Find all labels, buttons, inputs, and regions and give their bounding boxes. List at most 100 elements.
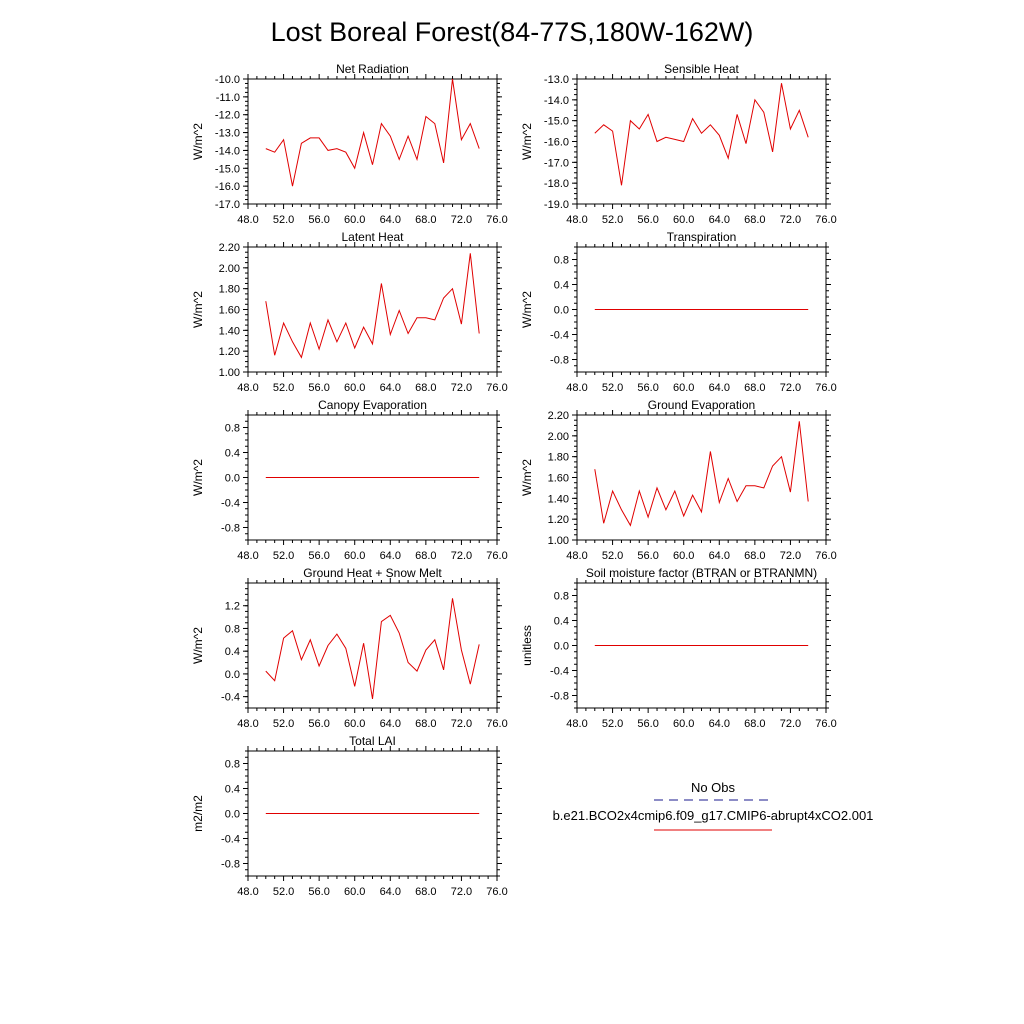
y-tick-label: 2.20 [219, 242, 240, 254]
x-tick-label: 48.0 [566, 214, 587, 226]
y-tick-label: -0.8 [221, 859, 240, 871]
panel-3: Latent Heat W/m^2 48.0 52.0 56.0 60.0 64.0 68.0… [191, 230, 508, 394]
y-tick-label: -0.4 [550, 330, 569, 342]
y-tick-label: -19.0 [544, 199, 569, 211]
panel-9: Total LAI m2/m2 48.0 52.0 56.0 60.0 64.0 68.0 72… [191, 734, 508, 898]
panel-title: Sensible Heat [664, 62, 739, 76]
x-tick-label: 48.0 [237, 886, 258, 898]
y-tick-label: -15.0 [544, 116, 569, 128]
y-axis-label: W/m^2 [191, 459, 205, 496]
x-tick-label: 76.0 [815, 550, 836, 562]
y-tick-label: -15.0 [215, 163, 240, 175]
x-tick-label: 60.0 [673, 214, 694, 226]
y-tick-label: 1.00 [219, 367, 240, 379]
y-tick-label: 0.4 [225, 784, 240, 796]
y-tick-label: 2.00 [548, 431, 569, 443]
y-tick-label: 0.8 [554, 591, 569, 603]
x-tick-label: 68.0 [415, 886, 436, 898]
x-tick-label: 64.0 [709, 550, 730, 562]
series-line [265, 78, 480, 187]
y-tick-label: -13.0 [544, 74, 569, 86]
legend-model-label: b.e21.BCO2x4cmip6.f09_g17.CMIP6-abrupt4x… [553, 808, 874, 823]
panel-title: Canopy Evaporation [318, 398, 427, 412]
y-tick-label: -18.0 [544, 178, 569, 190]
x-tick-label: 76.0 [486, 382, 507, 394]
x-tick-label: 76.0 [815, 382, 836, 394]
legend-obs-label: No Obs [691, 780, 736, 795]
y-tick-label: 0.4 [225, 646, 240, 658]
y-axis-label: W/m^2 [191, 291, 205, 328]
legend: No Obs b.e21.BCO2x4cmip6.f09_g17.CMIP6-a… [553, 780, 874, 831]
panel-4: Transpiration W/m^2 48.0 52.0 56.0 60.0 64.0 68… [520, 230, 837, 394]
x-tick-label: 60.0 [344, 214, 365, 226]
x-tick-label: 48.0 [237, 550, 258, 562]
x-tick-label: 52.0 [273, 382, 294, 394]
x-tick-label: 52.0 [602, 382, 623, 394]
x-tick-label: 60.0 [344, 886, 365, 898]
x-tick-label: 48.0 [566, 382, 587, 394]
y-tick-label: 1.40 [548, 493, 569, 505]
panel-title: Ground Heat + Snow Melt [303, 566, 442, 580]
y-tick-label: 1.60 [548, 473, 569, 485]
y-tick-label: -17.0 [215, 199, 240, 211]
panel-title: Total LAI [349, 734, 396, 748]
series-line [594, 421, 809, 527]
x-tick-label: 76.0 [486, 718, 507, 730]
x-tick-label: 56.0 [308, 382, 329, 394]
x-tick-label: 60.0 [344, 718, 365, 730]
panel-7: Ground Heat + Snow Melt W/m^2 48.0 52.0 56.0… [191, 566, 508, 730]
x-tick-label: 56.0 [308, 718, 329, 730]
y-tick-label: 0.8 [554, 255, 569, 267]
x-tick-label: 48.0 [237, 718, 258, 730]
x-tick-label: 68.0 [415, 550, 436, 562]
y-tick-label: -0.4 [550, 666, 569, 678]
x-tick-label: 52.0 [273, 718, 294, 730]
x-tick-label: 64.0 [380, 886, 401, 898]
x-tick-label: 76.0 [486, 886, 507, 898]
y-tick-label: 1.40 [219, 325, 240, 337]
y-tick-label: -14.0 [544, 95, 569, 107]
x-tick-label: 72.0 [451, 550, 472, 562]
y-tick-label: 1.20 [548, 514, 569, 526]
y-axis-label: W/m^2 [520, 123, 534, 160]
y-axis-label: W/m^2 [520, 459, 534, 496]
y-axis-label: unitless [520, 625, 534, 666]
panels: Net Radiation W/m^2 48.0 52.0 56.0 60.0 64.0 68… [191, 62, 837, 898]
x-tick-label: 56.0 [637, 718, 658, 730]
panel-title: Ground Evaporation [648, 398, 755, 412]
y-tick-label: 0.0 [225, 809, 240, 821]
y-tick-label: 2.20 [548, 410, 569, 422]
panel-6: Ground Evaporation W/m^2 48.0 52.0 56.0 60.0 6… [520, 398, 837, 562]
x-tick-label: 48.0 [237, 382, 258, 394]
x-tick-label: 72.0 [451, 382, 472, 394]
x-tick-label: 52.0 [273, 550, 294, 562]
y-axis-label: W/m^2 [520, 291, 534, 328]
x-tick-label: 56.0 [637, 382, 658, 394]
y-tick-label: -0.8 [550, 355, 569, 367]
x-tick-label: 60.0 [673, 718, 694, 730]
panel-title: Transpiration [667, 230, 737, 244]
x-tick-label: 60.0 [344, 550, 365, 562]
y-tick-label: 0.0 [225, 473, 240, 485]
x-tick-label: 68.0 [744, 550, 765, 562]
x-tick-label: 76.0 [486, 550, 507, 562]
y-tick-label: 1.20 [219, 346, 240, 358]
y-axis-label: W/m^2 [191, 627, 205, 664]
y-tick-label: 1.80 [219, 284, 240, 296]
x-tick-label: 60.0 [344, 382, 365, 394]
x-tick-label: 64.0 [709, 214, 730, 226]
y-tick-label: 0.0 [554, 641, 569, 653]
y-tick-label: -0.8 [221, 523, 240, 535]
series-line [265, 253, 480, 359]
x-tick-label: 72.0 [451, 214, 472, 226]
y-tick-label: -13.0 [215, 128, 240, 140]
x-tick-label: 56.0 [308, 550, 329, 562]
x-tick-label: 60.0 [673, 550, 694, 562]
x-tick-label: 68.0 [415, 214, 436, 226]
series-line [594, 83, 809, 186]
y-tick-label: 0.4 [554, 280, 569, 292]
x-tick-label: 48.0 [566, 550, 587, 562]
panel-8: Soil moisture factor (BTRAN or BTRANMN) u… [520, 566, 837, 730]
x-tick-label: 76.0 [815, 214, 836, 226]
